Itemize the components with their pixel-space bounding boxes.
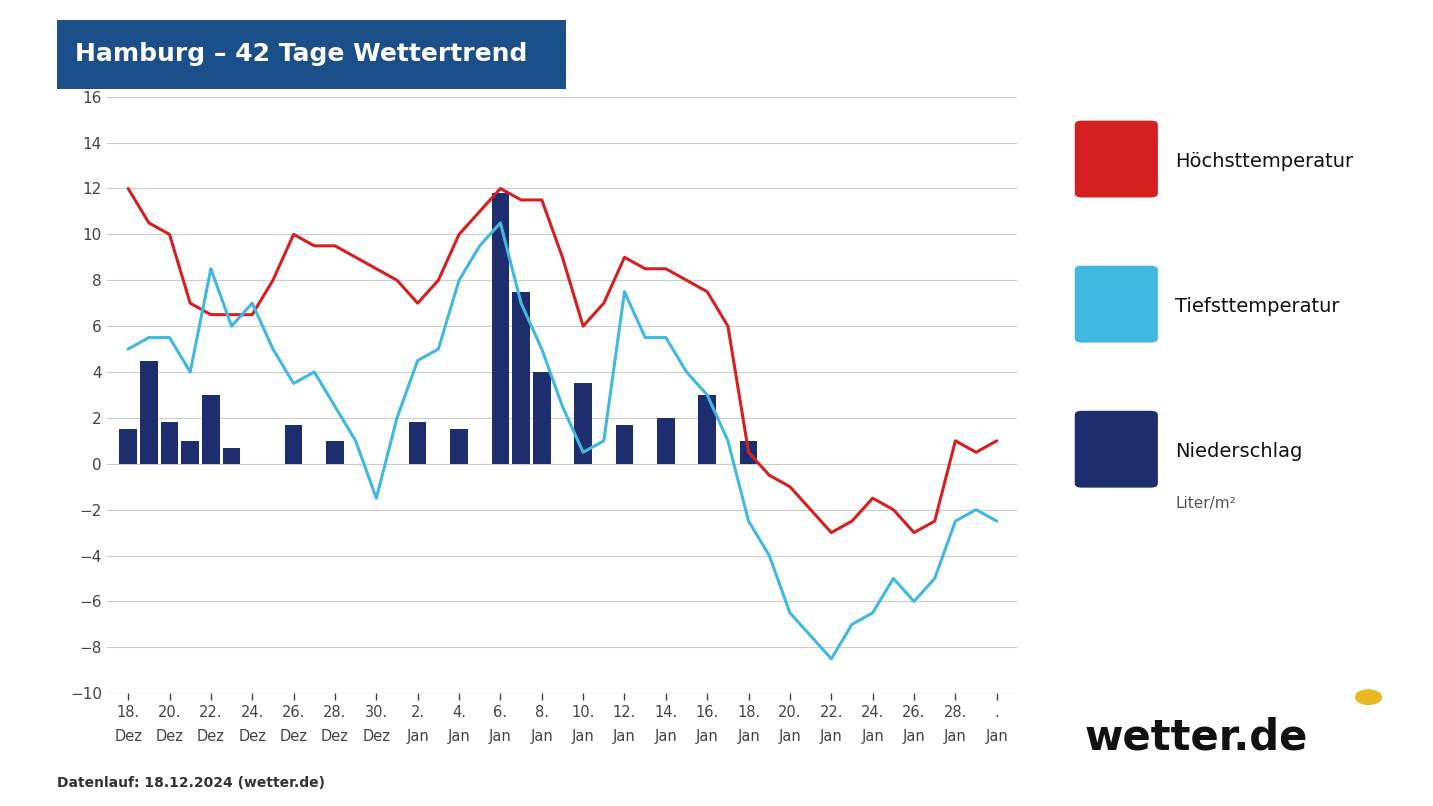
Text: Datenlauf: 18.12.2024 (wetter.de): Datenlauf: 18.12.2024 (wetter.de) [57, 776, 325, 790]
Bar [202, 395, 219, 463]
Text: Liter/m²: Liter/m² [1175, 496, 1235, 511]
Text: Dez: Dez [279, 729, 308, 744]
Text: Dez: Dez [321, 729, 348, 744]
Text: Dez: Dez [363, 729, 390, 744]
Text: Dez: Dez [196, 729, 225, 744]
Text: wetter.de: wetter.de [1085, 717, 1308, 758]
Text: Jan: Jan [820, 729, 843, 744]
Bar [327, 441, 344, 463]
Text: Niederschlag: Niederschlag [1175, 442, 1303, 461]
Bar [575, 384, 592, 463]
Text: Jan: Jan [489, 729, 512, 744]
Text: Dez: Dez [156, 729, 183, 744]
Bar [222, 447, 241, 463]
Text: Jan: Jan [778, 729, 801, 744]
Text: Jan: Jan [407, 729, 428, 744]
Text: Jan: Jan [655, 729, 678, 744]
Text: Höchsttemperatur: Höchsttemperatur [1175, 152, 1353, 171]
Bar [140, 360, 158, 463]
Text: Jan: Jan [944, 729, 967, 744]
Bar [160, 422, 178, 463]
Bar [698, 395, 716, 463]
Text: Jan: Jan [447, 729, 470, 744]
Bar [492, 193, 509, 463]
Bar [739, 441, 758, 463]
Bar [450, 430, 467, 463]
Text: Dez: Dez [115, 729, 142, 744]
Bar [408, 422, 427, 463]
Bar [182, 441, 199, 463]
Text: Dez: Dez [238, 729, 267, 744]
Bar [285, 425, 302, 463]
Text: Jan: Jan [696, 729, 718, 744]
Text: Jan: Jan [861, 729, 884, 744]
Bar [533, 372, 550, 463]
Text: Jan: Jan [530, 729, 553, 744]
Bar [658, 418, 675, 463]
Text: °C: °C [66, 67, 86, 85]
Text: Jan: Jan [613, 729, 636, 744]
Bar [513, 292, 530, 463]
Bar [119, 430, 138, 463]
Text: Jan: Jan [737, 729, 759, 744]
Text: Tiefsttemperatur: Tiefsttemperatur [1175, 297, 1340, 316]
Text: Jan: Jan [903, 729, 926, 744]
Text: Jan: Jan [572, 729, 595, 744]
Text: Jan: Jan [986, 729, 1009, 744]
Bar [616, 425, 633, 463]
Text: Hamburg – 42 Tage Wettertrend: Hamburg – 42 Tage Wettertrend [75, 43, 527, 66]
